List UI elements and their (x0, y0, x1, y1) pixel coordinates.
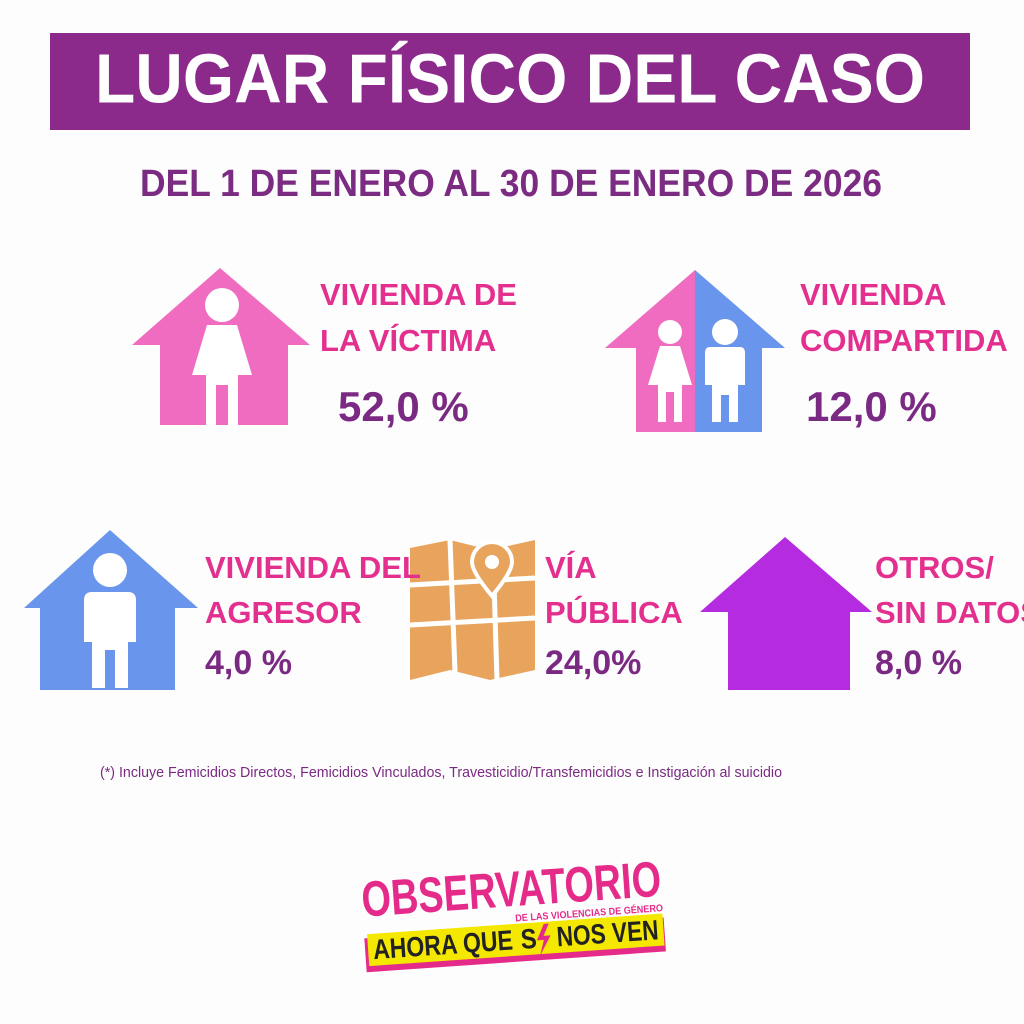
logo-slogan: S (520, 923, 538, 955)
label: VIVIENDA DEL (205, 550, 421, 585)
label: PÚBLICA (545, 594, 683, 630)
icon-map (409, 539, 536, 681)
value: 12,0 % (806, 383, 937, 430)
subtitle: DEL 1 DE ENERO AL 30 DE ENERO DE 2026 (140, 163, 882, 205)
label: VIVIENDA DE (320, 277, 517, 312)
logo-band (367, 913, 665, 967)
title-banner (50, 33, 970, 130)
icon-house-victim (132, 268, 310, 425)
logo-bolt (536, 923, 551, 957)
icon-house-other (700, 537, 872, 690)
icon-house-shared (605, 270, 785, 432)
icon-house-aggressor (24, 530, 198, 690)
value: 4,0 % (205, 644, 292, 682)
logo: OBSERVATORIO DE LAS VIOLENCIAS DE GÉNERO… (360, 851, 666, 973)
logo-slogan: NOS VEN (556, 914, 660, 952)
label: COMPARTIDA (800, 323, 1008, 358)
label: LA VÍCTIMA (320, 323, 496, 358)
value: 24,0% (545, 644, 641, 682)
value: 52,0 % (338, 383, 469, 430)
label: OTROS/ (875, 550, 994, 585)
label: VIVIENDA (800, 277, 946, 312)
label: VÍA (545, 550, 597, 585)
title: LUGAR FÍSICO DEL CASO (95, 39, 925, 117)
label: SIN DATOS (875, 595, 1024, 630)
footnote: (*) Incluye Femicidios Directos, Femicid… (100, 764, 782, 781)
label: AGRESOR (205, 595, 362, 630)
value: 8,0 % (875, 644, 962, 682)
